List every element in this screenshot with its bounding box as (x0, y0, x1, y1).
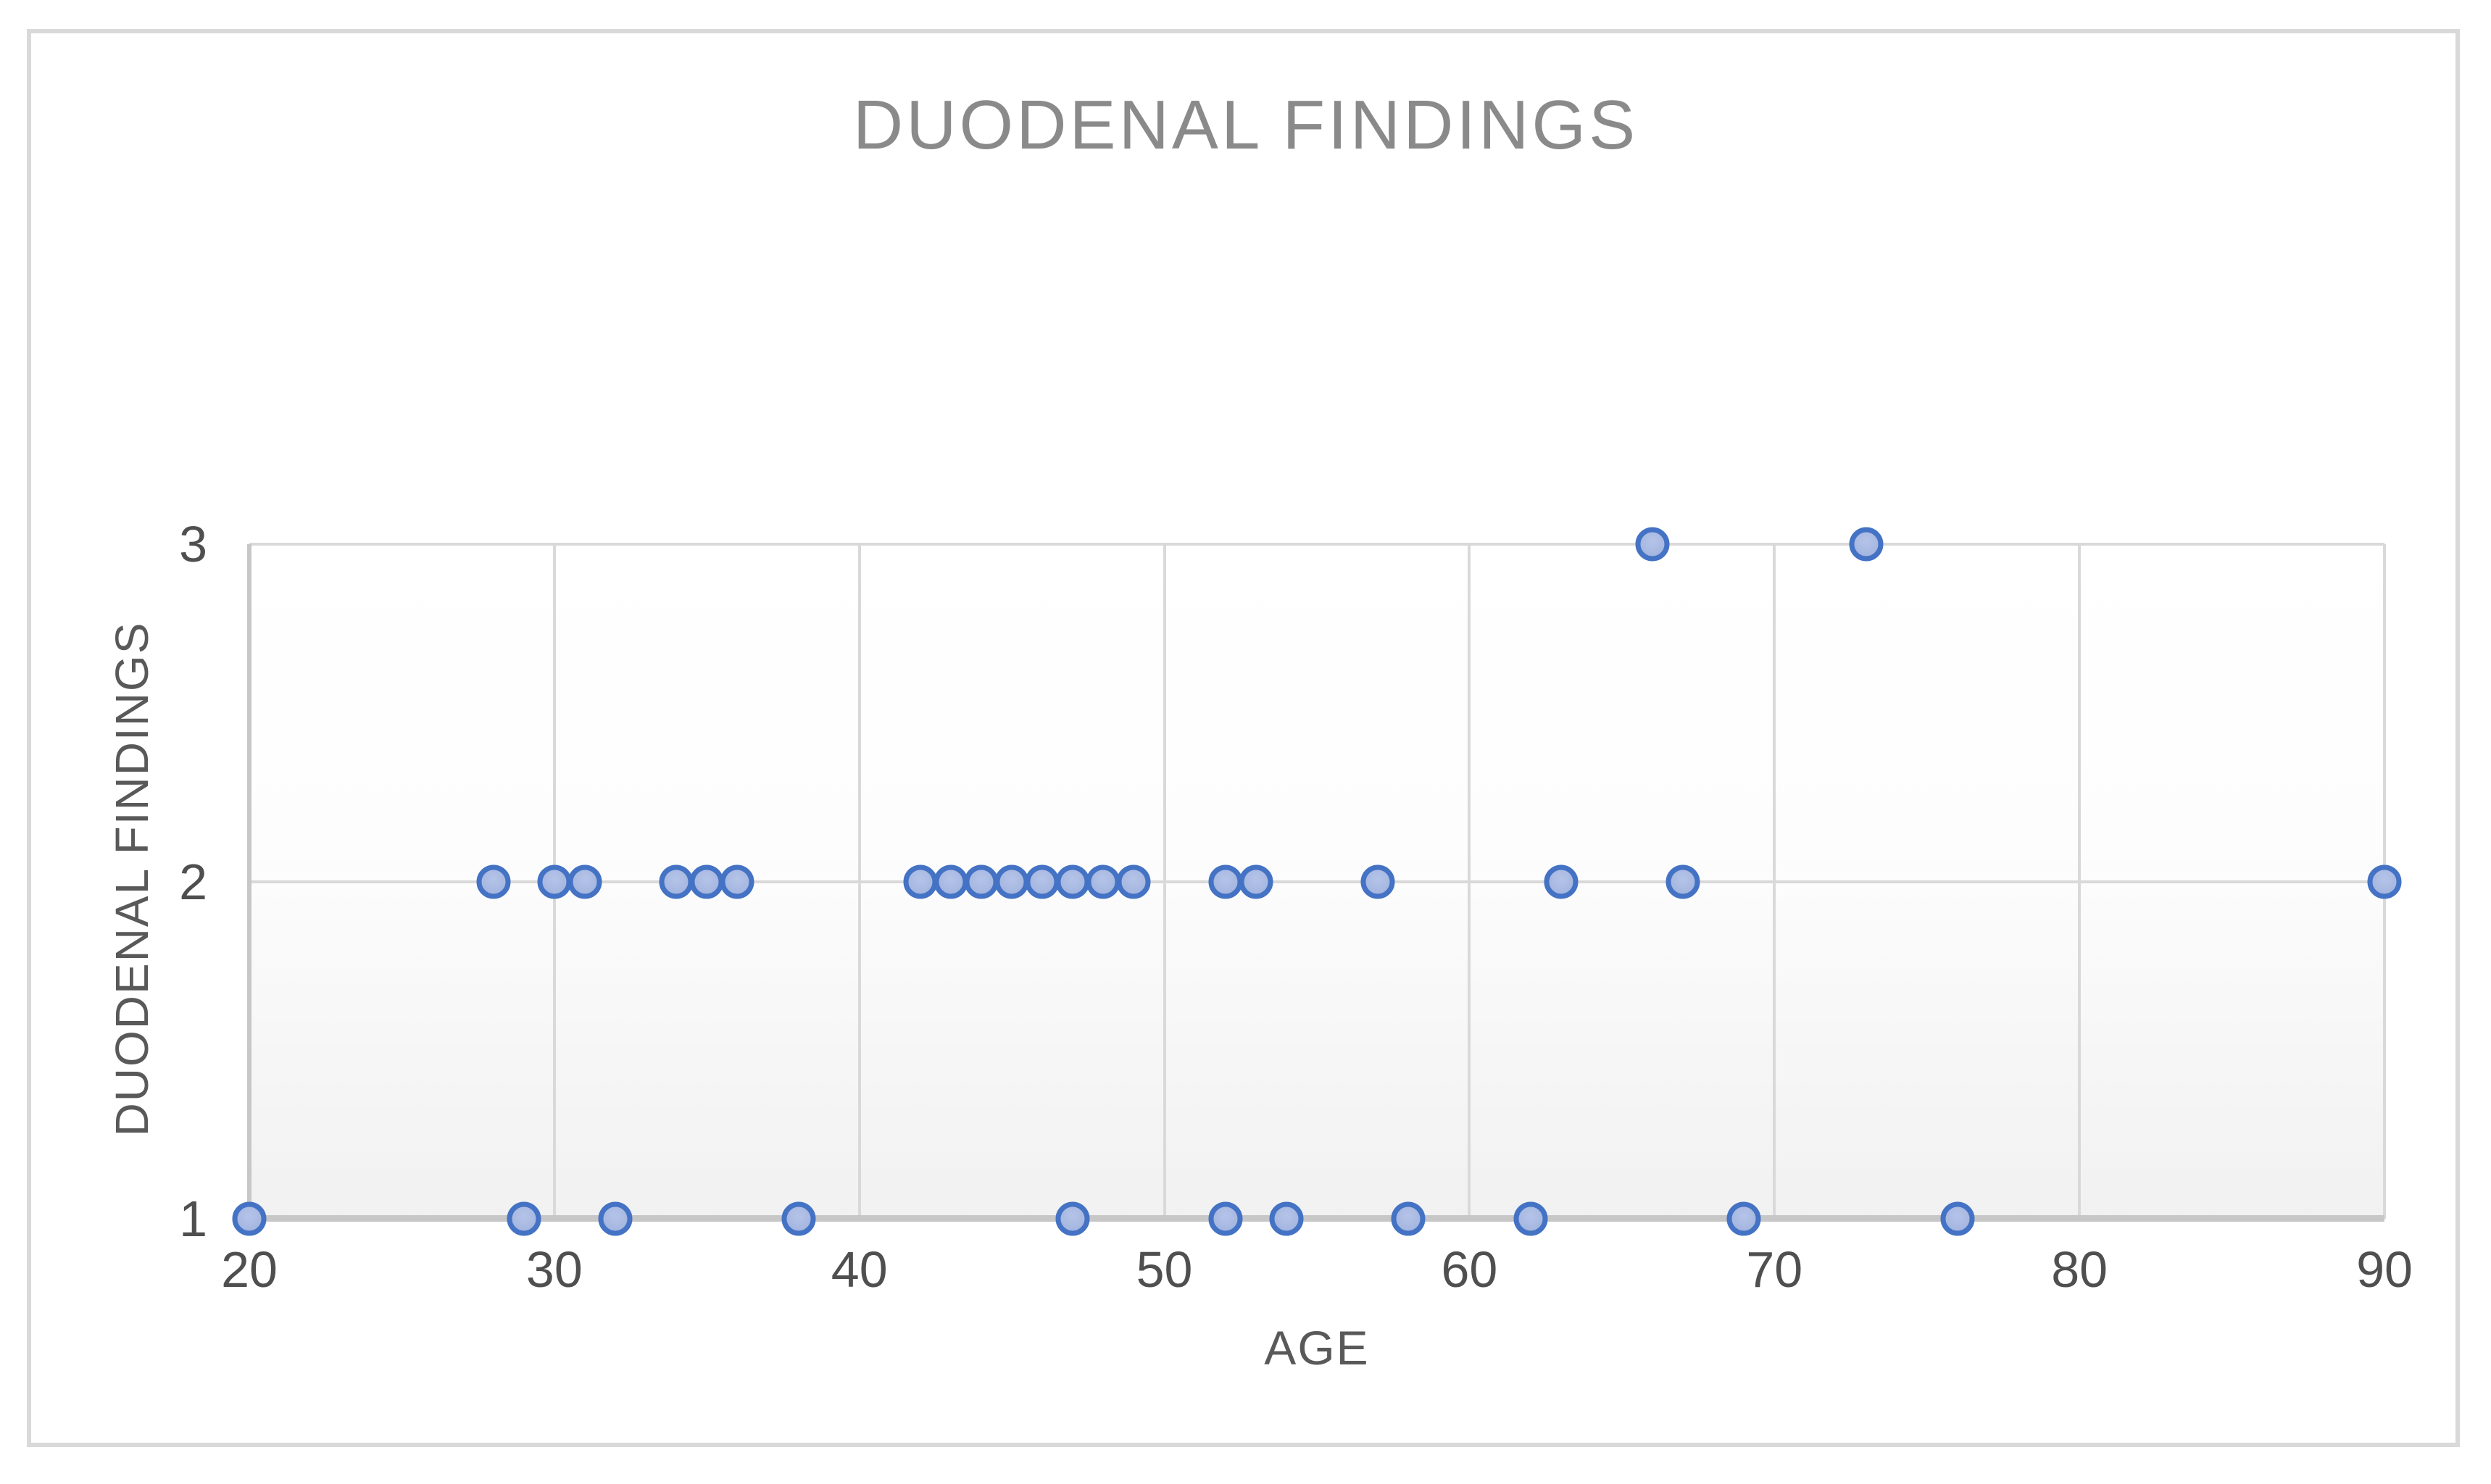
y-tick-label-3: 3 (179, 516, 207, 572)
x-tick-label-70: 70 (1746, 1241, 1803, 1298)
x-tick-label-80: 80 (2051, 1241, 2108, 1298)
scatter-point-age-28-finding-2[interactable] (476, 864, 511, 899)
scatter-point-age-76-finding-1[interactable] (1940, 1201, 1975, 1236)
scatter-point-age-90-finding-2[interactable] (2367, 864, 2402, 899)
scatter-point-age-45-finding-2[interactable] (994, 864, 1029, 899)
scatter-point-age-30-finding-2[interactable] (537, 864, 572, 899)
scatter-point-age-47-finding-1[interactable] (1055, 1201, 1090, 1236)
scatter-point-age-43-finding-2[interactable] (933, 864, 968, 899)
scatter-point-age-49-finding-2[interactable] (1116, 864, 1151, 899)
scatter-point-age-69-finding-1[interactable] (1726, 1201, 1761, 1236)
scatter-point-age-57-finding-2[interactable] (1360, 864, 1395, 899)
scatter-point-age-44-finding-2[interactable] (964, 864, 999, 899)
x-tick-label-50: 50 (1136, 1241, 1193, 1298)
scatter-point-age-36-finding-2[interactable] (720, 864, 754, 899)
y-axis-line (247, 544, 251, 1219)
x-tick-label-90: 90 (2356, 1241, 2413, 1298)
scatter-point-age-53-finding-2[interactable] (1239, 864, 1273, 899)
scatter-point-age-52-finding-2[interactable] (1208, 864, 1243, 899)
scatter-point-age-66-finding-3[interactable] (1635, 527, 1670, 562)
plot-area (232, 527, 2402, 1236)
scatter-point-age-47-finding-2[interactable] (1055, 864, 1090, 899)
scatter-point-age-38-finding-1[interactable] (781, 1201, 816, 1236)
scatter-point-age-35-finding-2[interactable] (689, 864, 724, 899)
scatter-point-age-42-finding-2[interactable] (903, 864, 938, 899)
chart-title: DUODENAL FINDINGS (852, 86, 1639, 164)
x-axis-title: AGE (1264, 1321, 1370, 1375)
scatter-point-age-31-finding-2[interactable] (567, 864, 602, 899)
scatter-point-age-48-finding-2[interactable] (1086, 864, 1120, 899)
scatter-point-age-29-finding-1[interactable] (507, 1201, 541, 1236)
scatter-point-age-32-finding-1[interactable] (598, 1201, 633, 1236)
x-tick-label-30: 30 (525, 1241, 583, 1298)
horizontal-gridline-3 (249, 543, 2384, 546)
scatter-point-age-52-finding-1[interactable] (1208, 1201, 1243, 1236)
x-tick-label-20: 20 (221, 1241, 278, 1298)
scatter-point-age-63-finding-2[interactable] (1544, 864, 1579, 899)
scatter-point-age-46-finding-2[interactable] (1025, 864, 1060, 899)
scatter-point-age-62-finding-1[interactable] (1513, 1201, 1548, 1236)
scatter-point-age-58-finding-1[interactable] (1391, 1201, 1426, 1236)
x-tick-label-60: 60 (1441, 1241, 1498, 1298)
y-axis-title: DUODENAL FINDINGS (106, 621, 158, 1137)
y-tick-label-1: 1 (179, 1191, 207, 1247)
horizontal-gridline-2 (249, 880, 2384, 883)
scatter-point-age-34-finding-2[interactable] (659, 864, 694, 899)
scatter-point-age-67-finding-2[interactable] (1665, 864, 1700, 899)
scatter-point-age-54-finding-1[interactable] (1269, 1201, 1304, 1236)
x-axis-line (247, 1215, 2384, 1222)
scatter-point-age-73-finding-3[interactable] (1849, 527, 1884, 562)
scatter-point-age-20-finding-1[interactable] (232, 1201, 267, 1236)
y-tick-label-2: 2 (179, 853, 207, 910)
x-tick-label-40: 40 (831, 1241, 888, 1298)
